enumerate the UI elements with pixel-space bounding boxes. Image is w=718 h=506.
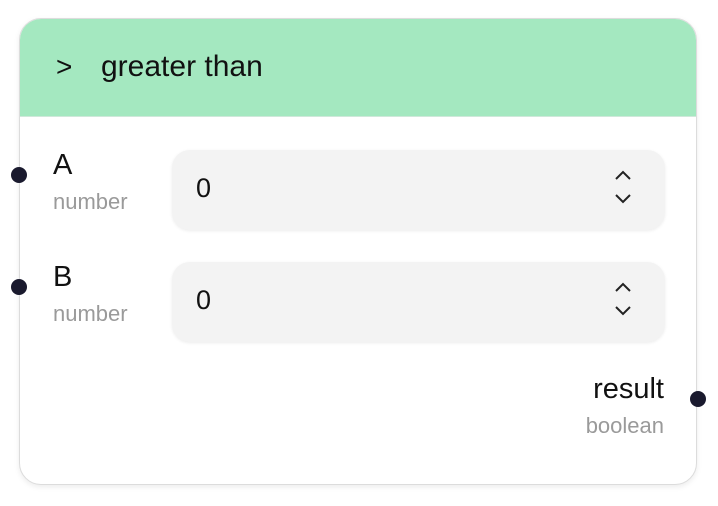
node-header[interactable]: > greater than bbox=[20, 19, 696, 117]
chevron-up-icon[interactable] bbox=[611, 277, 635, 297]
chevron-down-icon[interactable] bbox=[611, 189, 635, 209]
input-a-stepper[interactable] bbox=[611, 165, 635, 211]
chevron-up-icon[interactable] bbox=[611, 165, 635, 185]
greater-than-node[interactable]: > greater than A number 0 B number 0 re bbox=[19, 18, 697, 485]
output-result-handle[interactable] bbox=[690, 391, 706, 407]
input-b-label: B bbox=[53, 261, 73, 293]
input-b-field[interactable]: 0 bbox=[172, 262, 665, 342]
node-title: greater than bbox=[101, 50, 263, 83]
greater-than-icon: > bbox=[56, 51, 73, 82]
input-b-stepper[interactable] bbox=[611, 277, 635, 323]
input-b-handle[interactable] bbox=[11, 279, 27, 295]
input-a-value[interactable]: 0 bbox=[196, 173, 212, 203]
chevron-down-icon[interactable] bbox=[611, 301, 635, 321]
input-a-field[interactable]: 0 bbox=[172, 150, 665, 230]
output-result-label: result bbox=[593, 373, 664, 405]
input-a-handle[interactable] bbox=[11, 167, 27, 183]
input-a-label: A bbox=[53, 149, 73, 181]
input-b-value[interactable]: 0 bbox=[196, 285, 212, 315]
input-a-type: number bbox=[53, 189, 128, 214]
input-b-type: number bbox=[53, 301, 128, 326]
output-result-type: boolean bbox=[585, 413, 664, 438]
